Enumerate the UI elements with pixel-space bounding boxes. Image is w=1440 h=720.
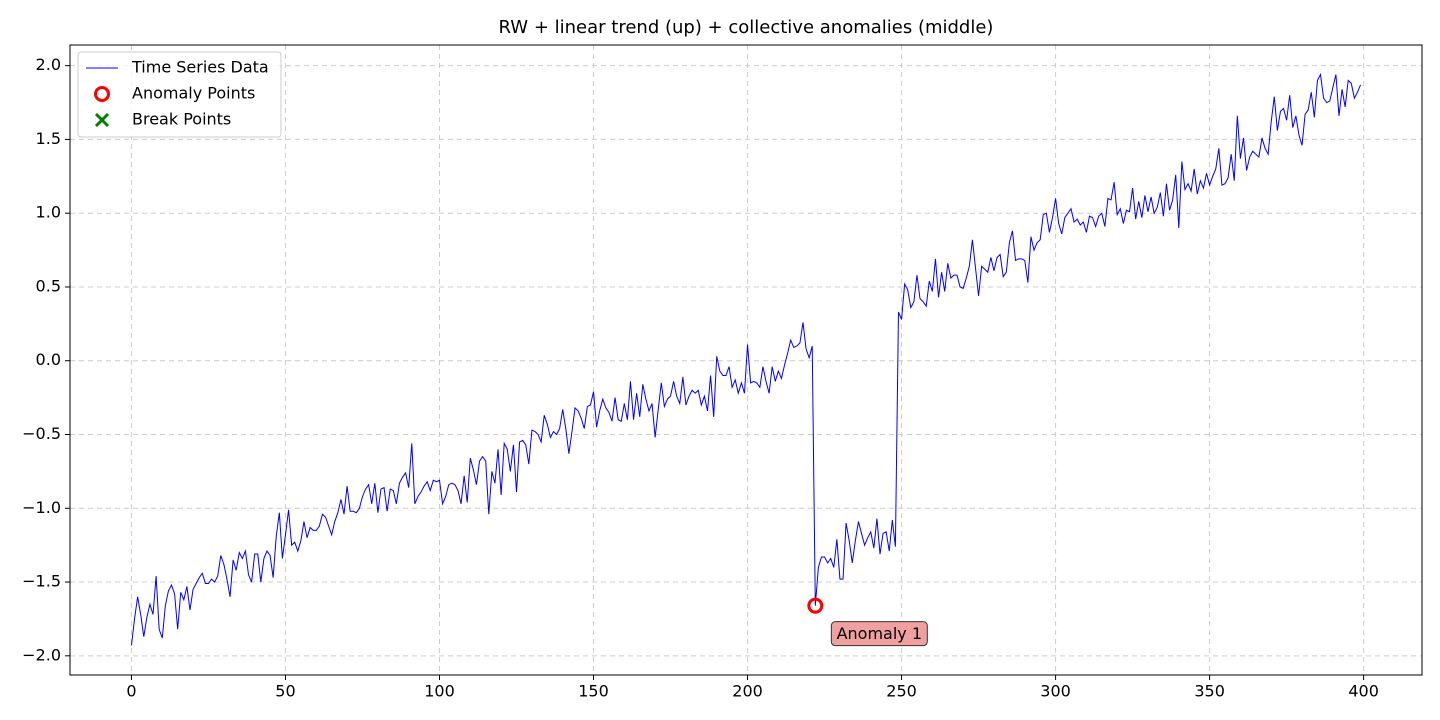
x-tick-label: 150 <box>578 682 609 701</box>
legend-label: Anomaly Points <box>132 84 255 103</box>
legend-box <box>77 51 282 138</box>
plot-frame <box>69 44 1423 676</box>
y-tick-label: 0.0 <box>36 350 61 369</box>
y-tick-label: 1.0 <box>36 203 61 222</box>
x-tick-label: 300 <box>1040 682 1071 701</box>
legend-swatch <box>94 112 110 128</box>
x-tick-label: 200 <box>732 682 763 701</box>
y-tick-label: 1.5 <box>36 129 61 148</box>
chart-title: RW + linear trend (up) + collective anom… <box>499 17 994 38</box>
x-tick-label: 50 <box>275 682 295 701</box>
y-tick-label: −1.0 <box>22 498 61 517</box>
y-tick-label: −0.5 <box>22 424 61 443</box>
annotation-label: Anomaly 1 <box>837 624 922 643</box>
legend-swatch <box>94 86 110 102</box>
y-tick-label: −1.5 <box>22 572 61 591</box>
x-tick-label: 100 <box>424 682 455 701</box>
annotation-box <box>830 621 928 647</box>
x-tick-label: 400 <box>1348 682 1379 701</box>
y-tick-label: 2.0 <box>36 55 61 74</box>
legend-label: Break Points <box>132 110 231 129</box>
y-tick-label: 0.5 <box>36 276 61 295</box>
x-tick-label: 350 <box>1194 682 1225 701</box>
y-tick-label: −2.0 <box>22 645 61 664</box>
anomaly-point <box>807 597 824 614</box>
x-tick-label: 250 <box>886 682 917 701</box>
legend-label: Time Series Data <box>131 58 269 77</box>
x-tick-label: 0 <box>126 682 136 701</box>
data-line <box>130 72 1362 646</box>
